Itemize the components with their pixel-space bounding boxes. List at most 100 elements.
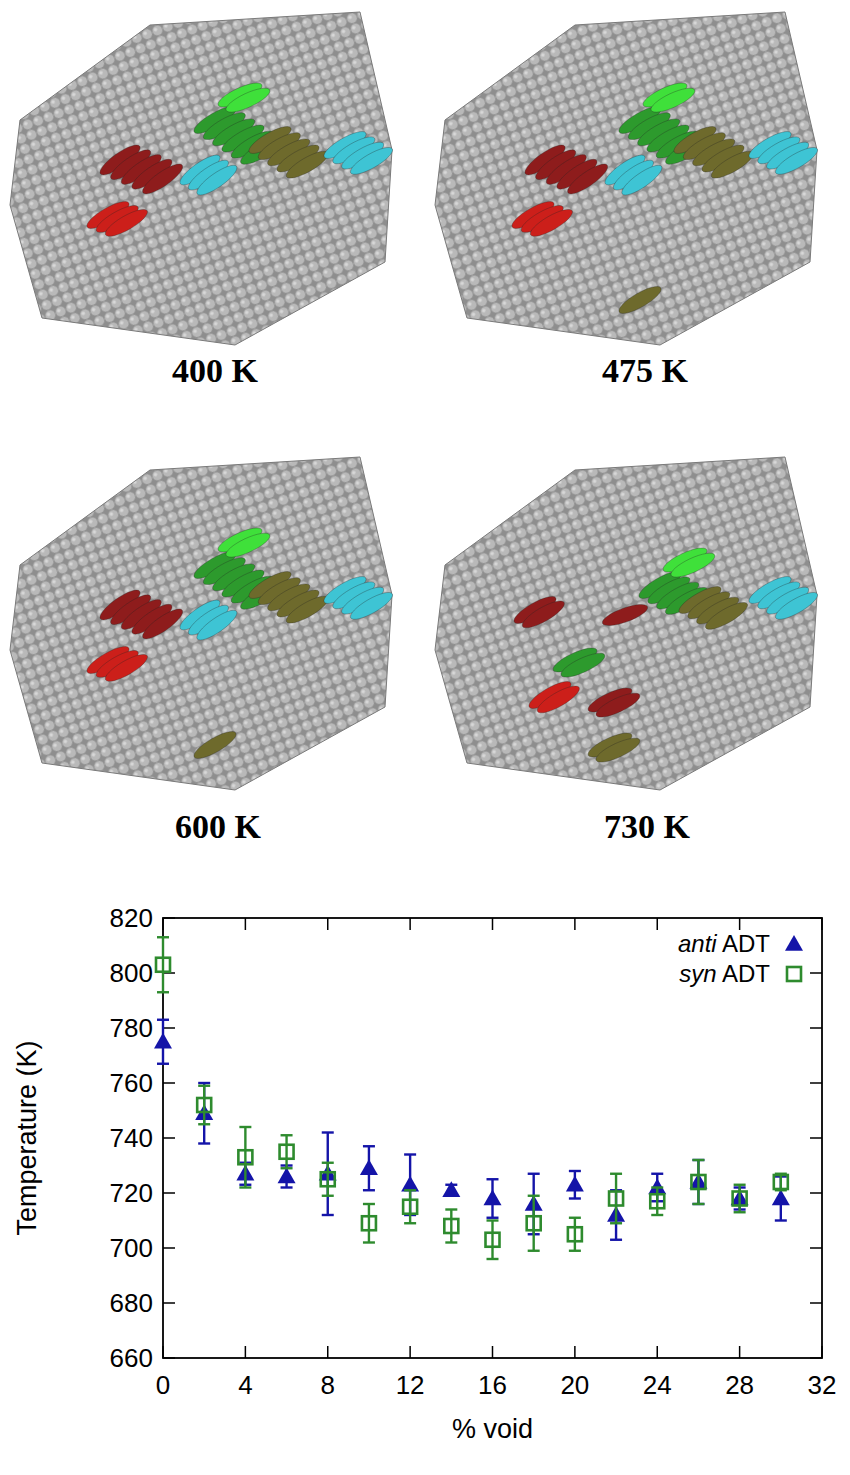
x-tick-label: 16 bbox=[478, 1370, 507, 1400]
molecule bbox=[708, 147, 757, 183]
error-bar-cap bbox=[692, 1203, 704, 1205]
error-bar-cap bbox=[569, 1197, 581, 1199]
snapshot-panels: 400 K475 K600 K730 K bbox=[0, 0, 850, 870]
y-tick-label: 760 bbox=[110, 1068, 153, 1098]
error-bar-cap bbox=[569, 1170, 581, 1172]
error-bar-stem bbox=[327, 1133, 329, 1216]
error-bar bbox=[404, 1190, 416, 1223]
error-bar bbox=[569, 1218, 581, 1251]
y-tick bbox=[810, 1082, 822, 1084]
molecule-cluster bbox=[640, 76, 697, 118]
error-bar bbox=[198, 1086, 210, 1125]
error-bar-cap bbox=[528, 1250, 540, 1252]
y-tick bbox=[810, 1247, 822, 1249]
molecule bbox=[102, 650, 151, 686]
molecule-cluster bbox=[321, 119, 396, 186]
error-bar-cap bbox=[404, 1153, 416, 1155]
panel-label: 400 K bbox=[172, 352, 259, 389]
error-bar-cap bbox=[363, 1189, 375, 1191]
error-bar-cap bbox=[692, 1203, 704, 1205]
marker-triangle bbox=[442, 1181, 460, 1197]
panel-label: 475 K bbox=[602, 352, 689, 389]
error-bar-cap bbox=[651, 1214, 663, 1216]
error-bar-cap bbox=[487, 1258, 499, 1260]
molecule bbox=[283, 592, 332, 628]
x-tick bbox=[574, 918, 576, 930]
molecule-cluster bbox=[585, 726, 642, 768]
error-bar-cap bbox=[610, 1239, 622, 1241]
legend-label-part: syn bbox=[679, 960, 716, 987]
x-tick bbox=[657, 1346, 659, 1358]
marker-square bbox=[444, 1219, 458, 1233]
molecule-cluster bbox=[526, 674, 583, 720]
error-bar-cap bbox=[569, 1250, 581, 1252]
error-bar-cap bbox=[363, 1145, 375, 1147]
snapshot bbox=[10, 457, 396, 790]
molecule-cluster bbox=[671, 112, 757, 193]
x-tick bbox=[327, 918, 329, 930]
x-tick bbox=[492, 918, 494, 930]
molecule bbox=[616, 282, 665, 318]
molecule bbox=[347, 143, 396, 179]
x-tick bbox=[409, 1346, 411, 1358]
marker-triangle bbox=[154, 1033, 172, 1049]
legend: anti ADTsyn ADT bbox=[678, 930, 803, 987]
molecule-cluster bbox=[746, 564, 821, 631]
molecule-cluster bbox=[321, 564, 396, 631]
error-bar bbox=[445, 1210, 457, 1243]
snapshot bbox=[435, 12, 821, 345]
error-bar-cap bbox=[281, 1134, 293, 1136]
crystal bbox=[10, 12, 392, 345]
error-bar-cap bbox=[528, 1195, 540, 1197]
error-bar-cap bbox=[157, 991, 169, 993]
error-bar bbox=[651, 1188, 663, 1216]
error-bar-cap bbox=[734, 1184, 746, 1186]
molecule bbox=[564, 160, 611, 199]
plot-area bbox=[154, 937, 790, 1259]
x-tick bbox=[245, 918, 247, 930]
marker-square bbox=[403, 1200, 417, 1214]
x-tick bbox=[739, 1346, 741, 1358]
legend-label: syn ADT bbox=[679, 960, 770, 987]
error-bar-cap bbox=[198, 1142, 210, 1144]
molecule-cluster bbox=[176, 591, 240, 649]
error-bar bbox=[239, 1127, 251, 1188]
error-bar-stem bbox=[738, 1185, 740, 1213]
molecule bbox=[139, 605, 186, 644]
x-tick-label: 0 bbox=[156, 1370, 170, 1400]
y-tick bbox=[163, 1192, 175, 1194]
error-bar-stem bbox=[285, 1135, 287, 1168]
error-bar-cap bbox=[198, 1123, 210, 1125]
x-tick-label: 28 bbox=[725, 1370, 754, 1400]
error-bar bbox=[322, 1163, 334, 1196]
molecule-cluster bbox=[509, 191, 576, 247]
error-bar-cap bbox=[281, 1186, 293, 1188]
crystal bbox=[10, 457, 392, 790]
error-bar-cap bbox=[692, 1159, 704, 1161]
molecule bbox=[519, 596, 568, 632]
error-bar-cap bbox=[404, 1189, 416, 1191]
marker-triangle bbox=[278, 1168, 296, 1184]
panel-label: 730 K bbox=[604, 808, 691, 845]
legend-marker bbox=[787, 967, 801, 981]
error-bar bbox=[775, 1174, 787, 1191]
marker-square bbox=[650, 1194, 664, 1208]
molecule-cluster bbox=[84, 636, 151, 692]
error-bar-cap bbox=[239, 1186, 251, 1188]
molecule bbox=[618, 161, 665, 200]
y-tick-label: 780 bbox=[110, 1013, 153, 1043]
legend-label-part: ADT bbox=[717, 930, 771, 957]
error-bar-stem bbox=[656, 1188, 658, 1216]
error-bar-cap bbox=[322, 1162, 334, 1164]
x-tick-label: 20 bbox=[560, 1370, 589, 1400]
chart: 0481216202428326606807007207407607808008… bbox=[0, 870, 850, 1475]
marker-square bbox=[321, 1172, 335, 1186]
marker-square bbox=[238, 1150, 252, 1164]
x-tick bbox=[409, 918, 411, 930]
error-bar-cap bbox=[198, 1085, 210, 1087]
error-bar-cap bbox=[487, 1219, 499, 1221]
y-tick-label: 660 bbox=[110, 1343, 153, 1373]
error-bar-cap bbox=[281, 1167, 293, 1169]
error-bar-stem bbox=[615, 1174, 617, 1224]
molecule-cluster bbox=[246, 112, 332, 193]
